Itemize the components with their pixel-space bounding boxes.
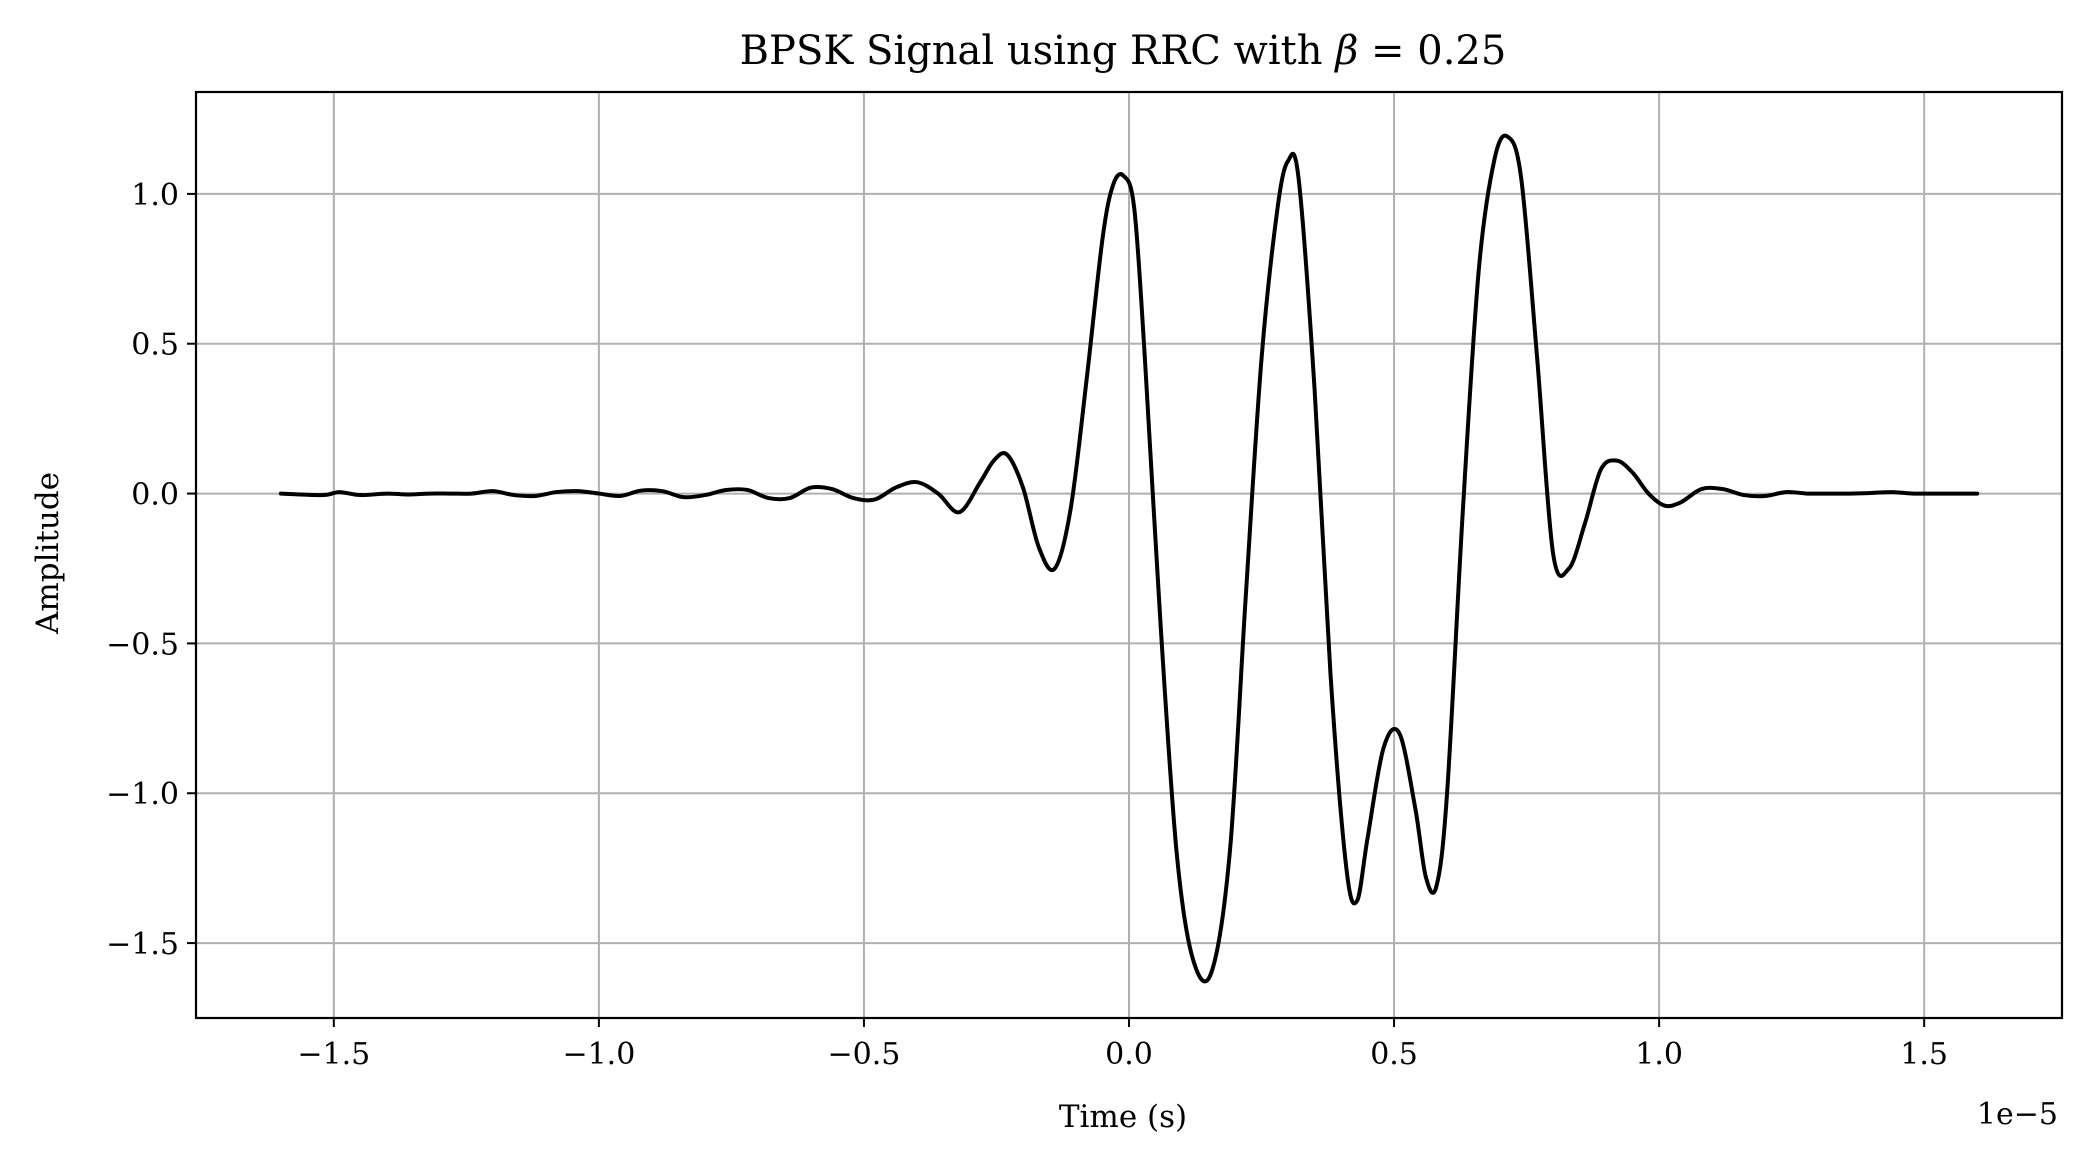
x-tick-label: −0.5 — [828, 1037, 901, 1072]
y-tick-label: −1.5 — [106, 927, 179, 962]
grid — [196, 92, 2062, 1018]
y-axis-ticks: 1.0 0.5 0.0 −0.5 −1.0 −1.5 — [106, 178, 196, 962]
y-axis-label: Amplitude — [30, 472, 66, 635]
x-tick-label: 0.0 — [1105, 1037, 1153, 1072]
y-tick-label: 0.0 — [131, 478, 179, 513]
series-group — [278, 133, 1980, 984]
x-tick-label: −1.5 — [297, 1037, 370, 1072]
y-tick-label: 1.0 — [131, 178, 179, 213]
y-tick-label: −1.0 — [106, 777, 179, 812]
x-tick-label: −1.0 — [562, 1037, 635, 1072]
x-tick-label: 0.5 — [1370, 1037, 1418, 1072]
y-tick-label: −0.5 — [106, 627, 179, 662]
chart-title-main: BPSK Signal using RRC with — [740, 28, 1336, 74]
chart-title: BPSK Signal using RRC with β = 0.25 — [740, 28, 1507, 74]
x-axis-label: Time (s) — [1059, 1099, 1187, 1135]
x-tick-label: 1.5 — [1900, 1037, 1948, 1072]
chart-title-symbol: β — [1333, 28, 1358, 74]
x-axis-ticks: −1.5 −1.0 −0.5 0.0 0.5 1.0 1.5 — [297, 1018, 1948, 1072]
chart-title-value: = 0.25 — [1358, 28, 1506, 74]
x-tick-label: 1.0 — [1635, 1037, 1683, 1072]
x-axis-offset-label: 1e−5 — [1977, 1097, 2058, 1132]
signal-line — [278, 133, 1980, 984]
y-tick-label: 0.5 — [131, 328, 179, 363]
